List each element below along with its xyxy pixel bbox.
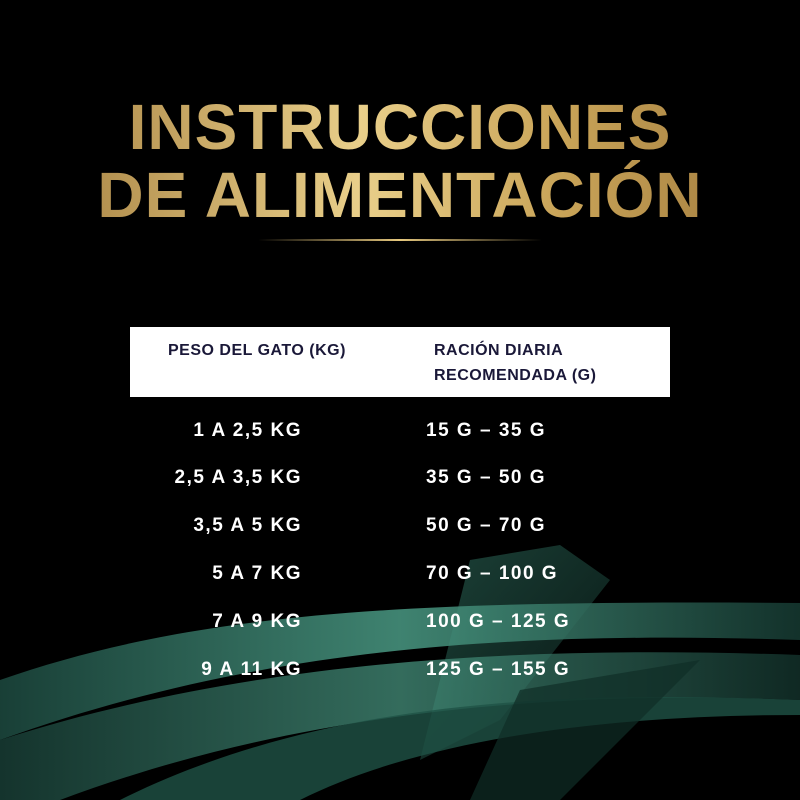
weight-cell: 3,5 A 5 KG	[193, 515, 302, 536]
table-header: PESO DEL GATO (KG) RACIÓN DIARIA RECOMEN…	[130, 327, 670, 397]
table-row: 7 A 9 KG 100 G – 125 G	[0, 611, 800, 641]
weight-cell: 2,5 A 3,5 KG	[174, 467, 302, 488]
ration-cell: 100 G – 125 G	[426, 611, 571, 632]
weight-cell: 1 A 2,5 KG	[193, 420, 302, 441]
header-weight: PESO DEL GATO (KG)	[168, 342, 346, 359]
weight-cell: 7 A 9 KG	[212, 611, 302, 632]
weight-cell: 5 A 7 KG	[212, 563, 302, 584]
ration-cell: 70 G – 100 G	[426, 563, 559, 584]
gold-divider	[258, 239, 542, 241]
ration-cell: 15 G – 35 G	[426, 420, 547, 441]
ration-cell: 125 G – 155 G	[426, 659, 571, 680]
header-ration: RACIÓN DIARIA RECOMENDADA (G)	[434, 342, 597, 384]
table-row: 3,5 A 5 KG 50 G – 70 G	[0, 515, 800, 545]
table-row: 9 A 11 KG 125 G – 155 G	[0, 659, 800, 689]
ration-cell: 50 G – 70 G	[426, 515, 547, 536]
title-line-1: INSTRUCCIONES	[0, 92, 800, 162]
table-row: 5 A 7 KG 70 G – 100 G	[0, 563, 800, 593]
title-line-2: DE ALIMENTACIÓN	[0, 160, 800, 230]
ration-cell: 35 G – 50 G	[426, 467, 547, 488]
weight-cell: 9 A 11 KG	[201, 659, 302, 680]
table-row: 2,5 A 3,5 KG 35 G – 50 G	[0, 467, 800, 497]
table-row: 1 A 2,5 KG 15 G – 35 G	[0, 420, 800, 450]
